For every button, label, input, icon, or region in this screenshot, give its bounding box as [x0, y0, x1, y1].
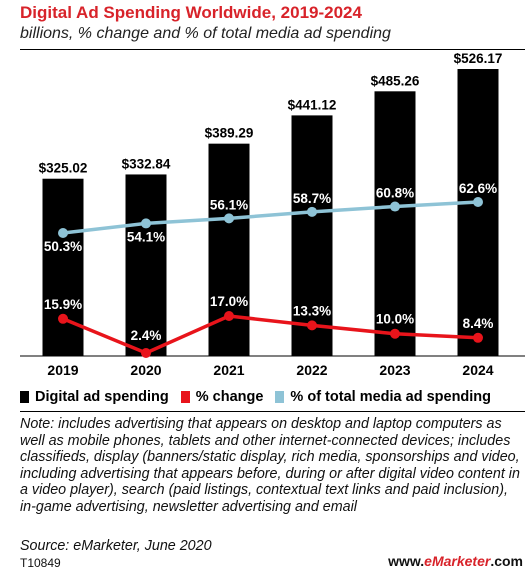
change-point-2020 — [141, 348, 151, 358]
brand-prefix: www. — [388, 553, 425, 569]
x-tick-label-2021: 2021 — [213, 362, 244, 378]
share-label-2021: 56.1% — [210, 197, 248, 212]
change-label-2022: 13.3% — [293, 303, 331, 318]
bar-value-label-2024: $526.17 — [454, 51, 503, 66]
bar-value-label-2021: $389.29 — [205, 126, 254, 141]
chart-note: Note: includes advertising that appears … — [20, 416, 520, 515]
share-point-2021 — [224, 213, 234, 224]
change-point-2019 — [58, 313, 68, 324]
x-tick-label-2022: 2022 — [296, 362, 327, 378]
share-point-2022 — [307, 206, 317, 217]
share-point-2023 — [390, 201, 400, 212]
brand-suffix: .com — [490, 553, 523, 569]
share-point-2020 — [141, 218, 151, 229]
chart-source: Source: eMarketer, June 2020 — [20, 538, 212, 554]
top-divider — [20, 49, 525, 50]
bar-2020 — [125, 174, 167, 356]
x-tick-label-2020: 2020 — [130, 362, 161, 378]
share-label-2022: 58.7% — [293, 191, 331, 206]
change-label-2023: 10.0% — [376, 312, 414, 327]
change-point-2022 — [307, 320, 317, 331]
share-label-2020: 54.1% — [127, 229, 165, 244]
legend-label-change: % change — [195, 389, 264, 405]
legend-swatch-share — [275, 391, 285, 403]
bar-value-label-2022: $441.12 — [288, 97, 337, 112]
legend-swatch-change — [180, 391, 190, 403]
bar-value-label-2020: $332.84 — [122, 156, 171, 171]
change-point-2024 — [473, 332, 483, 343]
brand-accent: eMarketer — [424, 553, 491, 569]
change-label-2019: 15.9% — [44, 297, 82, 312]
legend-item-change: % change — [180, 389, 264, 405]
share-point-2024 — [473, 197, 483, 207]
change-point-2021 — [224, 311, 234, 321]
share-point-2019 — [58, 228, 68, 238]
bar-2022 — [291, 115, 333, 356]
bar-2023 — [374, 91, 416, 357]
change-label-2024: 8.4% — [463, 316, 494, 331]
legend-item-spending: Digital ad spending — [20, 389, 169, 405]
share-label-2023: 60.8% — [376, 186, 414, 201]
chart-subtitle: billions, % change and % of total media … — [20, 25, 391, 42]
chart-legend: Digital ad spending % change % of total … — [20, 388, 503, 406]
brand-footer[interactable]: www.eMarketer.com — [388, 553, 523, 569]
share-label-2019: 50.3% — [44, 239, 82, 254]
bar-2019 — [42, 178, 84, 356]
legend-item-share: % of total media ad spending — [275, 389, 491, 405]
x-tick-label-2019: 2019 — [47, 362, 78, 378]
chart-area: $325.02 $332.84 $389.29 $441.12 $485.26 $526.… — [20, 51, 525, 378]
share-series-line — [62, 200, 479, 235]
x-tick-label-2024: 2024 — [462, 362, 493, 378]
legend-label-spending: Digital ad spending — [35, 389, 169, 405]
change-label-2020: 2.4% — [131, 328, 162, 343]
legend-divider — [20, 411, 525, 412]
chart-code: T10849 — [20, 556, 61, 570]
change-label-2021: 17.0% — [210, 294, 248, 309]
bar-value-label-2019: $325.02 — [39, 161, 88, 176]
legend-swatch-spending — [20, 391, 29, 403]
change-series-line — [62, 314, 479, 355]
chart-title: Digital Ad Spending Worldwide, 2019-2024 — [20, 3, 362, 22]
bar-value-label-2023: $485.26 — [371, 73, 420, 88]
share-label-2024: 62.6% — [459, 181, 497, 196]
legend-label-share: % of total media ad spending — [290, 389, 492, 405]
x-tick-label-2023: 2023 — [379, 362, 410, 378]
bar-2024 — [457, 69, 499, 356]
change-point-2023 — [390, 328, 400, 339]
